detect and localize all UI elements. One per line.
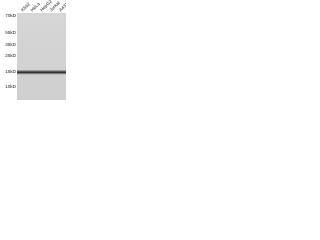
protein-band [17,70,66,75]
blot-membrane [17,13,66,100]
marker-label: 10kD [5,84,16,89]
marker-labels: 70kD 55kD 35kD 25kD 15kD 10kD [5,13,16,89]
western-blot: 70kD 55kD 35kD 25kD 15kD 10kD K562HeLaHepG2Ju… [5,0,66,100]
marker-label: 25kD [5,53,16,58]
lane-label: A431 [58,1,66,12]
lane-label: HeLa [30,1,42,13]
marker-label: 70kD [5,13,16,18]
marker-label: 35kD [5,42,16,47]
page: 70kD 55kD 35kD 25kD 15kD 10kD K562 HeLa HepG2 Ju… [0,0,66,100]
lane-label: K562 [20,1,31,12]
marker-label: 55kD [5,30,16,35]
marker-label: 15kD [5,69,16,74]
